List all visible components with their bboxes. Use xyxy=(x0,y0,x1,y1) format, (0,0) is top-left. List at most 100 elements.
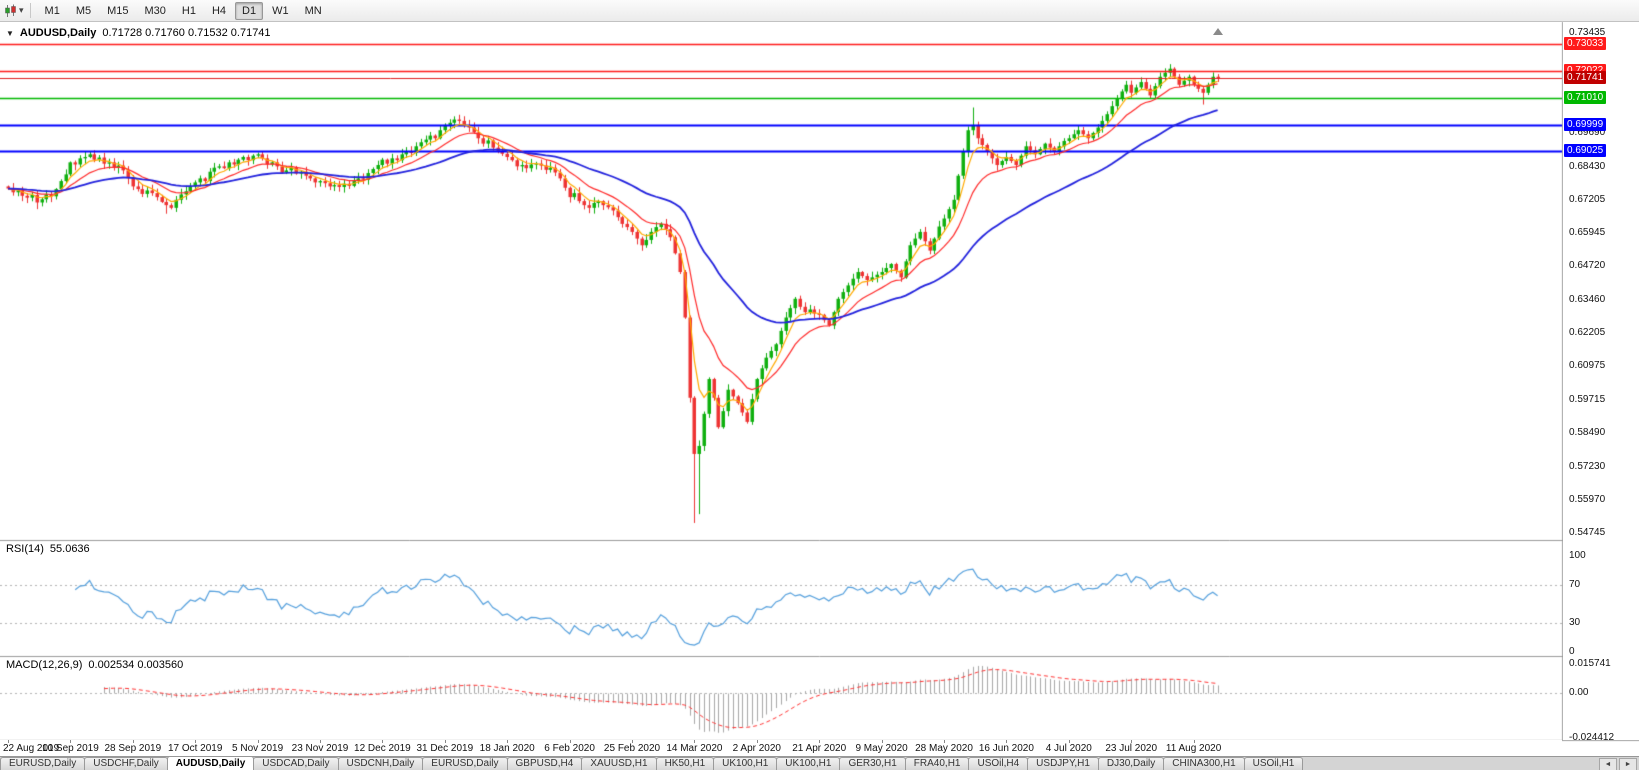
chart-symbol-label: AUDUSD,Daily xyxy=(19,27,97,39)
time-axis-tick xyxy=(1194,740,1195,743)
time-axis-tick xyxy=(70,740,71,743)
chart-tab[interactable]: DJ30,Daily xyxy=(1097,757,1165,770)
price-axis-label: 0.65945 xyxy=(1569,227,1606,239)
chart-shift-marker[interactable] xyxy=(1213,28,1223,35)
time-axis-tick xyxy=(570,740,571,743)
time-axis-label: 14 Mar 2020 xyxy=(666,743,723,754)
timeframe-button-w1[interactable]: W1 xyxy=(272,4,289,17)
time-axis-tick xyxy=(133,740,134,743)
time-axis[interactable]: 22 Aug 2019 10 Sep 2019 28 Sep 2019 17 Oct … xyxy=(0,740,1562,756)
price-line-badge: 0.73033 xyxy=(1564,36,1607,50)
price-axis-label: 0.64720 xyxy=(1569,260,1606,272)
price-line-badge: 0.71010 xyxy=(1564,90,1607,104)
chart-tab-bar: EURUSD,Daily USDCHF,Daily AUDUSD,Daily USDC… xyxy=(0,756,1639,770)
time-axis-tick xyxy=(757,740,758,743)
price-axis-label: 0.57230 xyxy=(1569,460,1606,472)
timeframe-button-h1[interactable]: H1 xyxy=(181,4,196,17)
rsi-axis-label: 70 xyxy=(1569,578,1581,590)
timeframe-button-d1[interactable]: D1 xyxy=(235,1,264,20)
time-axis-tick xyxy=(8,740,9,743)
time-axis-label: 28 Sep 2019 xyxy=(104,743,162,754)
price-line-badge: 0.69025 xyxy=(1564,143,1607,157)
chart-tool-icon[interactable] xyxy=(4,4,18,18)
price-axis-label: 0.54745 xyxy=(1569,527,1606,538)
chart-tab[interactable]: USDCHF,Daily xyxy=(84,757,168,770)
time-axis-tick xyxy=(382,740,383,743)
current-price-badge: 0.71741 xyxy=(1564,71,1607,85)
time-axis-label: 9 May 2020 xyxy=(855,743,908,754)
top-toolbar: ▾ M1 M5 M15 M30 H1 H4 D1 W1 MN xyxy=(0,0,1639,22)
time-axis-label: 5 Nov 2019 xyxy=(232,743,284,754)
price-axis-label: 0.69690 xyxy=(1569,127,1606,139)
chart-tab[interactable]: UK100,H1 xyxy=(713,757,778,770)
chart-tab[interactable]: GBPUSD,H4 xyxy=(506,757,583,770)
chart-tab[interactable]: GER30,H1 xyxy=(839,757,906,770)
rsi-axis-label: 0 xyxy=(1569,646,1575,657)
tab-scroll-left-button[interactable]: ◄ xyxy=(1599,758,1617,770)
chart-ohlc-values: 0.71728 0.71760 0.71532 0.71741 xyxy=(102,27,271,39)
chart-tab[interactable]: USDJPY,H1 xyxy=(1027,757,1099,770)
chart-tab[interactable]: XAUUSD,H1 xyxy=(581,757,657,770)
chart-title: ▼ AUDUSD,Daily 0.71728 0.71760 0.71532 0… xyxy=(6,27,271,39)
macd-axis-label: -0.024412 xyxy=(1569,732,1615,743)
time-axis-label: 17 Oct 2019 xyxy=(167,743,223,754)
time-axis-label: 4 Jul 2020 xyxy=(1045,743,1092,754)
chart-tab[interactable]: CHINA300,H1 xyxy=(1163,757,1245,770)
timeframe-button-m15[interactable]: M15 xyxy=(107,4,129,17)
time-axis-tick xyxy=(1131,740,1132,743)
time-axis-tick xyxy=(1069,740,1070,743)
timeframe-button-mn[interactable]: MN xyxy=(304,4,322,17)
time-axis-label: 12 Dec 2019 xyxy=(354,743,411,754)
tab-scroll-right-button[interactable]: ► xyxy=(1619,758,1637,770)
chart-tab[interactable]: EURUSD,Daily xyxy=(422,757,508,770)
timeframe-button-m1[interactable]: M1 xyxy=(44,4,60,17)
time-axis-tick xyxy=(944,740,945,743)
time-axis-tick xyxy=(882,740,883,743)
chart-tab[interactable]: HK50,H1 xyxy=(655,757,715,770)
macd-axis-label: 0.015741 xyxy=(1569,658,1611,669)
time-axis-label: 2 Apr 2020 xyxy=(732,743,781,754)
price-axis-label: 0.60975 xyxy=(1569,360,1606,372)
time-axis-tick xyxy=(507,740,508,743)
chart-tool-caret-icon[interactable]: ▾ xyxy=(19,5,24,15)
time-axis-tick xyxy=(632,740,633,743)
time-axis-label: 16 Jun 2020 xyxy=(978,743,1034,754)
time-axis-label: 6 Feb 2020 xyxy=(544,743,595,754)
chart-tab[interactable]: USOil,H4 xyxy=(968,757,1029,770)
rsi-axis-label: 100 xyxy=(1569,550,1586,561)
chart-tabs: EURUSD,Daily USDCHF,Daily AUDUSD,Daily USDC… xyxy=(0,757,1304,770)
macd-panel-label: MACD(12,26,9) 0.002534 0.003560 xyxy=(6,659,183,671)
time-axis-label: 25 Feb 2020 xyxy=(603,743,661,754)
price-axis-label: 0.63460 xyxy=(1569,293,1606,305)
chart-tab[interactable]: AUDUSD,Daily xyxy=(166,757,255,770)
time-axis-label: 23 Jul 2020 xyxy=(1105,743,1158,754)
macd-axis-label: 0.00 xyxy=(1569,687,1589,698)
chart-tab[interactable]: USDCAD,Daily xyxy=(253,757,339,770)
chart-tab[interactable]: FRA40,H1 xyxy=(904,757,970,770)
price-axis-label: 0.73435 xyxy=(1569,27,1606,38)
timeframe-button-group: M1 M5 M15 M30 H1 H4 D1 W1 MN xyxy=(37,1,330,20)
time-axis-tick xyxy=(1006,740,1007,743)
price-axis[interactable]: 0.73435 0.69690 0.68430 0.67205 0.65945 0.647… xyxy=(1563,22,1639,743)
chart-tab[interactable]: USDCNH,Daily xyxy=(337,757,424,770)
timeframe-button-m5[interactable]: M5 xyxy=(75,4,92,17)
timeframe-button-h4[interactable]: H4 xyxy=(211,4,227,17)
timeframe-button-m30[interactable]: M30 xyxy=(144,4,166,17)
tab-scroll-arrows: ◄ ► xyxy=(1599,758,1637,770)
chart-tab[interactable]: EURUSD,Daily xyxy=(0,757,86,770)
chart-tab[interactable]: USOil,H1 xyxy=(1243,757,1304,770)
chart-tab[interactable]: UK100,H1 xyxy=(776,757,841,770)
time-axis-tick xyxy=(445,740,446,743)
time-axis-tick xyxy=(258,740,259,743)
rsi-indicator-name: RSI(14) xyxy=(6,543,44,555)
price-axis-label: 0.62205 xyxy=(1569,327,1606,339)
time-axis-label: 28 May 2020 xyxy=(915,743,973,754)
price-axis-label: 0.67205 xyxy=(1569,193,1606,205)
time-axis-label: 23 Nov 2019 xyxy=(291,743,349,754)
rsi-indicator-value: 55.0636 xyxy=(49,543,90,555)
symbol-dropdown-icon[interactable]: ▼ xyxy=(6,28,14,38)
macd-indicator-name: MACD(12,26,9) xyxy=(6,659,83,671)
time-axis-tick xyxy=(320,740,321,743)
time-axis-label: 11 Aug 2020 xyxy=(1165,743,1222,754)
